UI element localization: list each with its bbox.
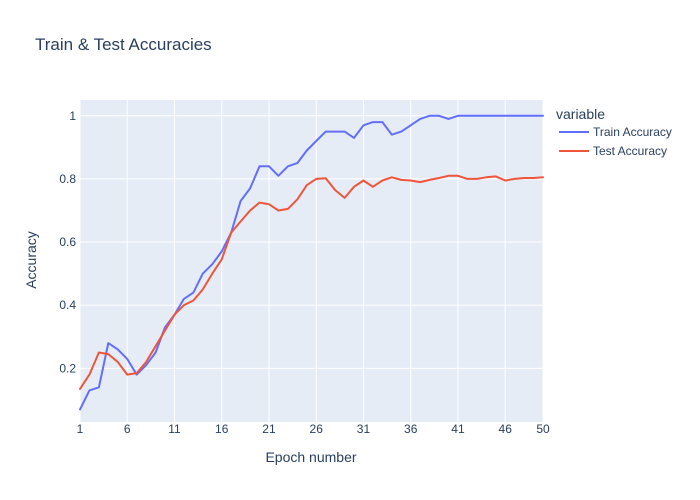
chart-title: Train & Test Accuracies — [35, 35, 212, 54]
x-tick-label: 36 — [404, 422, 418, 436]
grid — [79, 100, 544, 422]
series-lines — [79, 114, 544, 411]
x-tick-label: 1 — [77, 422, 84, 436]
y-tick-label: 1 — [69, 109, 76, 123]
legend-item[interactable]: Train Accuracy — [559, 125, 672, 139]
x-axis-title: Epoch number — [265, 449, 356, 465]
x-tick-label: 6 — [124, 422, 131, 436]
x-tick-label: 26 — [310, 422, 324, 436]
y-tick-label: 0.4 — [59, 298, 76, 312]
legend-items: Train Accuracy Test Accuracy — [559, 125, 672, 158]
x-tick-label: 41 — [451, 422, 465, 436]
legend: variable Train Accuracy Test Accuracy — [556, 106, 672, 158]
y-axis-ticks: 0.2 0.4 0.6 0.8 1 — [59, 109, 76, 376]
x-tick-label: 11 — [168, 422, 181, 436]
series-line-train-accuracy — [79, 114, 544, 411]
legend-label: Test Accuracy — [593, 144, 667, 158]
x-tick-label: 46 — [499, 422, 513, 436]
x-tick-label: 21 — [262, 422, 276, 436]
y-tick-label: 0.2 — [59, 361, 76, 375]
x-tick-label: 16 — [215, 422, 229, 436]
x-axis-ticks: 1 6 11 16 21 26 31 36 41 46 50 — [77, 422, 550, 436]
legend-item[interactable]: Test Accuracy — [559, 144, 667, 158]
series-line-test-accuracy — [79, 174, 544, 390]
y-tick-label: 0.6 — [59, 235, 76, 249]
plot-area — [80, 100, 543, 422]
legend-title: variable — [556, 106, 605, 122]
x-tick-label: 31 — [357, 422, 371, 436]
legend-label: Train Accuracy — [593, 125, 672, 139]
y-axis-title: Accuracy — [23, 231, 39, 289]
y-tick-label: 0.8 — [59, 172, 76, 186]
x-tick-label: 50 — [536, 422, 550, 436]
